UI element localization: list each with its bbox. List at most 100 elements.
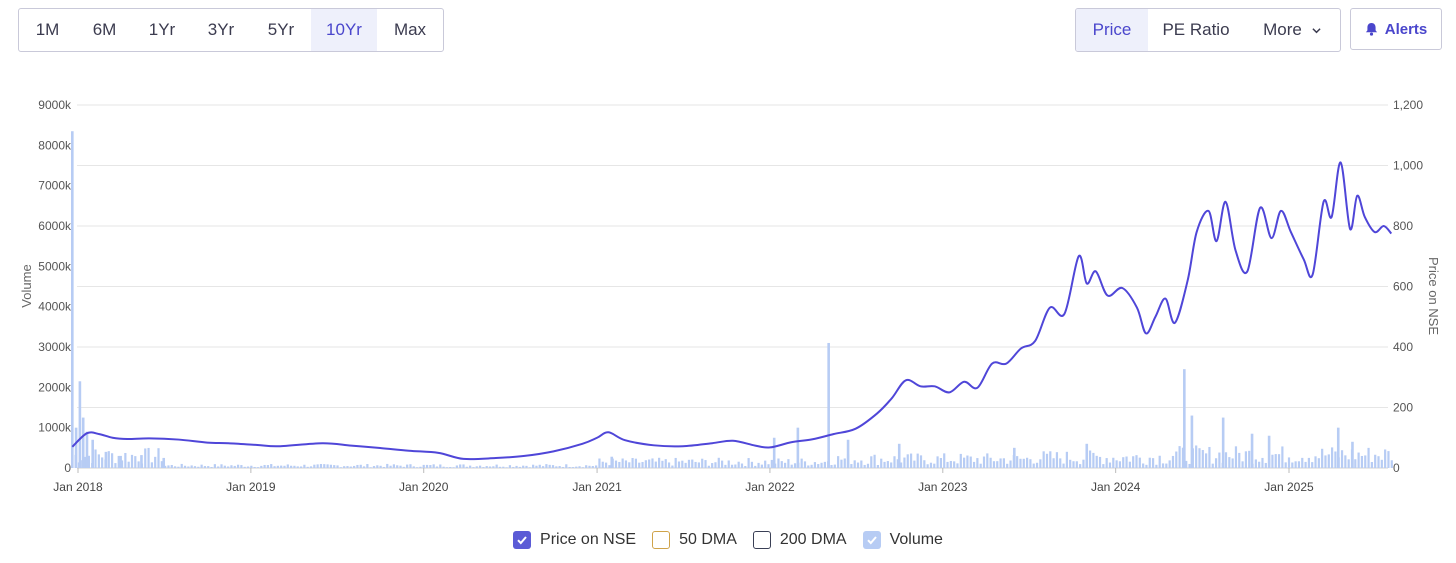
volume-bar [1155,464,1158,468]
metric-pe-ratio-button[interactable]: PE Ratio [1162,20,1230,39]
volume-bar [343,466,346,468]
alerts-button[interactable]: Alerts [1350,8,1442,50]
volume-bar [1095,455,1098,468]
volume-bar [1185,460,1188,468]
volume-bar [1357,452,1360,468]
price-volume-chart: 01000k2000k3000k4000k5000k6000k7000k8000… [19,98,1441,494]
volume-bar [492,466,495,468]
volume-bar [124,452,127,468]
legend-item-50-dma[interactable]: 50 DMA [652,531,737,549]
volume-bar [1148,457,1151,468]
volume-bar [1135,455,1138,468]
volume-bar [999,458,1002,468]
volume-bar [1360,455,1364,468]
grid-lines [77,104,1388,469]
volume-bar [1384,449,1387,468]
volume-bar [1168,460,1171,468]
legend-item-200-dma[interactable]: 200 DMA [752,531,847,549]
volume-bar [595,465,598,468]
volume-bar [396,465,399,468]
volume-bar [71,131,74,468]
volume-bar [674,457,677,468]
volume-bars [71,131,1393,468]
volume-bar [959,453,962,468]
volume-bar [897,443,901,468]
volume-bar [551,465,555,468]
range-10yr-button[interactable]: 10Yr [311,9,377,51]
volume-bar [1016,456,1019,468]
volume-bar [976,458,979,468]
volume-bar [1025,457,1029,468]
volume-bar [648,459,651,468]
volume-bar [1234,446,1238,468]
volume-bar [946,461,949,468]
volume-bar [157,448,160,468]
volume-bar [217,466,220,468]
checkbox-icon[interactable] [652,531,671,549]
checkbox-checked-icon[interactable] [513,531,532,549]
volume-bar [435,466,439,468]
volume-bar [1294,461,1297,468]
volume-bar [1002,458,1005,468]
volume-bar [664,459,667,468]
volume-bar [1088,450,1092,468]
volume-bar [1102,464,1105,468]
range-1yr-button[interactable]: 1Yr [148,20,176,39]
volume-bar [909,453,913,468]
volume-bar [966,455,969,468]
volume-bar [1238,452,1241,468]
y-right-tick-label: 1,000 [1393,159,1423,173]
range-1m-button[interactable]: 1M [35,20,60,39]
volume-bar [621,458,624,468]
volume-bar [939,458,943,468]
volume-bar [283,465,286,468]
volume-bar [442,466,445,468]
range-5yr-button[interactable]: 5Yr [267,20,295,39]
range-3yr-button[interactable]: 3Yr [207,20,235,39]
volume-bar [78,381,82,468]
volume-bar [575,466,578,468]
volume-bar [1380,459,1383,468]
range-max-button[interactable]: Max [393,20,427,39]
volume-bar [1330,447,1334,468]
range-6m-button[interactable]: 6M [92,20,117,39]
volume-bar [329,464,333,468]
y-left-tick-label: 9000k [38,98,72,112]
volume-bar [697,462,700,468]
volume-bar [833,464,836,468]
volume-bar [876,464,880,468]
volume-bar [740,463,744,468]
volume-bar [873,454,876,468]
volume-bar [87,455,90,468]
volume-bar [658,457,661,468]
volume-bar [1250,433,1254,468]
checkbox-icon[interactable] [752,531,771,549]
volume-bar [117,455,120,468]
legend-item-price-on-nse[interactable]: Price on NSE [513,531,636,549]
volume-bar [392,464,395,468]
volume-bar [541,466,545,468]
volume-bar [422,464,425,468]
volume-bar [306,466,309,468]
volume-bar [84,456,87,468]
volume-bar [1228,457,1231,468]
y-left-axis-title: Volume [19,264,34,307]
volume-bar [1138,457,1141,468]
volume-bar [1258,461,1261,468]
volume-bar [462,464,465,468]
volume-bar [1052,458,1055,468]
volume-bar [1214,458,1218,468]
metric-more-dropdown[interactable]: More [1244,9,1340,51]
volume-bar [929,462,933,468]
volume-bar [764,460,767,468]
volume-bar [1211,463,1214,468]
volume-bar [1022,458,1025,468]
volume-bar [1065,451,1068,468]
volume-bar [923,460,926,468]
volume-bar [333,465,336,468]
volume-bar [956,463,959,468]
volume-bar [167,465,170,468]
checkbox-checked-icon[interactable] [862,531,881,549]
legend-item-volume[interactable]: Volume [862,531,943,549]
metric-price-button[interactable]: Price [1076,9,1148,51]
